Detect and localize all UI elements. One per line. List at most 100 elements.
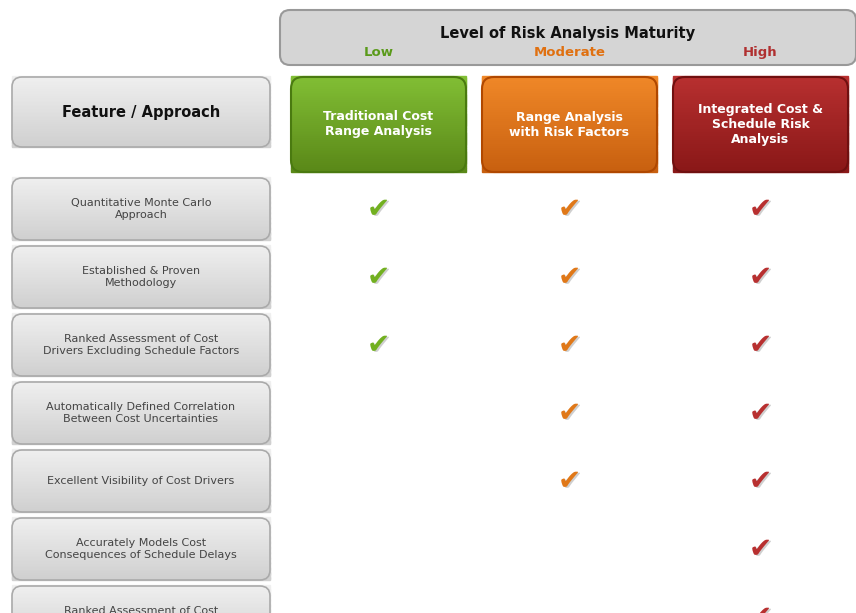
Bar bbox=[12, 599, 270, 601]
Bar bbox=[12, 501, 270, 503]
Bar bbox=[12, 367, 270, 368]
Bar bbox=[12, 109, 270, 110]
Bar bbox=[482, 80, 657, 83]
Bar bbox=[12, 80, 270, 83]
Bar bbox=[12, 432, 270, 434]
Bar bbox=[12, 572, 270, 574]
Bar bbox=[12, 554, 270, 555]
Bar bbox=[12, 532, 270, 534]
Bar bbox=[12, 353, 270, 355]
Bar bbox=[673, 132, 848, 134]
Bar bbox=[673, 109, 848, 111]
Bar bbox=[291, 166, 466, 168]
Bar bbox=[12, 230, 270, 232]
Bar bbox=[12, 427, 270, 429]
Text: ✔: ✔ bbox=[558, 331, 581, 359]
Bar bbox=[12, 424, 270, 425]
Bar bbox=[12, 135, 270, 137]
Bar bbox=[12, 223, 270, 225]
Text: ✔: ✔ bbox=[368, 264, 392, 292]
Bar bbox=[12, 343, 270, 345]
Bar bbox=[12, 494, 270, 496]
Bar bbox=[482, 141, 657, 143]
Bar bbox=[12, 431, 270, 433]
Bar bbox=[12, 416, 270, 418]
Bar bbox=[291, 160, 466, 162]
Bar bbox=[12, 500, 270, 502]
Bar bbox=[12, 498, 270, 500]
Bar bbox=[12, 391, 270, 393]
Text: ✔: ✔ bbox=[559, 264, 583, 292]
Bar bbox=[12, 519, 270, 520]
Bar bbox=[12, 335, 270, 337]
Text: ✔: ✔ bbox=[559, 197, 583, 224]
Bar bbox=[12, 605, 270, 607]
Bar bbox=[12, 574, 270, 576]
Bar bbox=[482, 160, 657, 162]
Bar bbox=[12, 83, 270, 85]
Bar bbox=[291, 89, 466, 92]
Text: ✔: ✔ bbox=[368, 332, 392, 360]
Bar bbox=[482, 122, 657, 124]
Bar bbox=[12, 465, 270, 467]
Bar bbox=[12, 504, 270, 506]
Bar bbox=[12, 291, 270, 293]
Bar bbox=[12, 212, 270, 214]
Bar bbox=[12, 442, 270, 444]
Bar bbox=[12, 300, 270, 302]
Bar bbox=[12, 121, 270, 123]
Bar bbox=[482, 120, 657, 123]
Bar bbox=[12, 577, 270, 579]
Bar bbox=[12, 249, 270, 251]
Bar bbox=[673, 137, 848, 140]
Bar bbox=[291, 128, 466, 130]
Bar bbox=[673, 113, 848, 115]
Bar bbox=[12, 492, 270, 493]
Bar bbox=[12, 345, 270, 346]
Text: ✔: ✔ bbox=[751, 197, 774, 224]
Bar bbox=[12, 601, 270, 603]
Bar bbox=[12, 396, 270, 398]
Bar bbox=[12, 469, 270, 471]
Text: ✔: ✔ bbox=[558, 467, 581, 495]
Bar bbox=[291, 170, 466, 172]
Bar bbox=[12, 510, 270, 512]
Bar bbox=[12, 250, 270, 252]
Bar bbox=[12, 550, 270, 552]
Bar bbox=[291, 80, 466, 83]
Bar bbox=[12, 332, 270, 334]
Bar bbox=[12, 237, 270, 238]
Bar bbox=[12, 611, 270, 613]
Text: Level of Risk Analysis Maturity: Level of Risk Analysis Maturity bbox=[441, 26, 696, 40]
Text: ✔: ✔ bbox=[749, 195, 772, 223]
Bar bbox=[12, 508, 270, 509]
Bar bbox=[673, 115, 848, 117]
Bar bbox=[12, 533, 270, 535]
Bar bbox=[12, 403, 270, 405]
Bar bbox=[12, 303, 270, 305]
Bar bbox=[673, 167, 848, 170]
Bar bbox=[12, 259, 270, 261]
Bar bbox=[12, 218, 270, 220]
Bar bbox=[673, 110, 848, 113]
Bar bbox=[291, 77, 466, 79]
Bar bbox=[291, 148, 466, 151]
Bar bbox=[12, 419, 270, 421]
Bar bbox=[12, 302, 270, 304]
Bar bbox=[673, 148, 848, 151]
Bar bbox=[673, 128, 848, 130]
Bar bbox=[12, 561, 270, 563]
Text: ✔: ✔ bbox=[367, 195, 390, 223]
Bar bbox=[12, 524, 270, 525]
Bar bbox=[482, 137, 657, 140]
Bar bbox=[12, 118, 270, 120]
Bar bbox=[12, 558, 270, 560]
Bar bbox=[291, 145, 466, 147]
Bar bbox=[12, 404, 270, 406]
Bar bbox=[12, 352, 270, 354]
Bar bbox=[12, 425, 270, 427]
Bar bbox=[12, 482, 270, 484]
Bar bbox=[482, 99, 657, 102]
Bar bbox=[482, 132, 657, 134]
Bar bbox=[12, 86, 270, 88]
